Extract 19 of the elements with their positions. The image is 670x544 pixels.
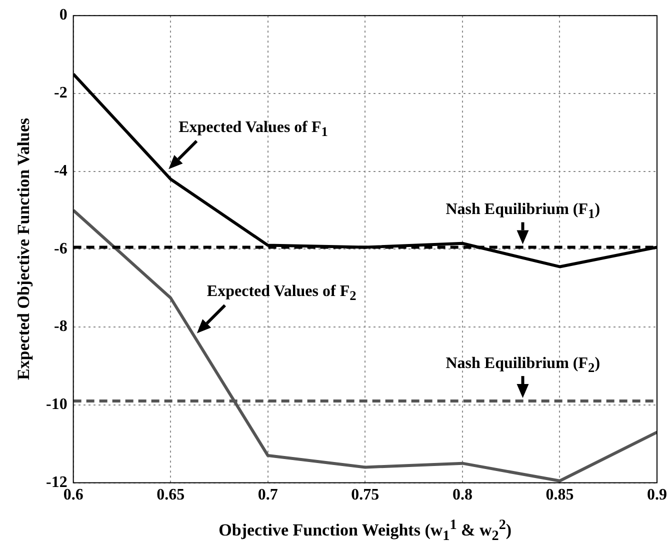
y-tick-label: -6: [54, 240, 68, 258]
y-tick-label: 0: [59, 6, 68, 24]
text: Expected Values of F$_{1}$: [178, 119, 328, 140]
ref-line-label: Nash Equilibrium (F$_{2}$): [446, 355, 600, 376]
x-tick-label: 0.65: [156, 486, 185, 504]
x-tick-label: 0.7: [258, 486, 278, 504]
x-tick-label: 0.75: [351, 486, 380, 504]
series-label: Expected Values of F$_{2}$: [206, 283, 356, 304]
y-tick-label: -2: [54, 84, 68, 102]
y-tick-label: -4: [54, 162, 68, 180]
y-tick-label: -8: [54, 318, 68, 336]
x-tick-label: 0.8: [452, 486, 472, 504]
y-axis-title: Expected Objective Function Values: [14, 118, 34, 380]
x-axis-title: Objective Function Weights (w$_{1}$$^{1}$ & w$_{2}$$^{2}$): [218, 516, 512, 544]
x-tick-label: 0.85: [546, 486, 574, 504]
ref-line-label: Nash Equilibrium (F$_{1}$): [446, 201, 600, 222]
x-tick-label: 0.6: [63, 486, 84, 504]
y-tick-label: -10: [46, 396, 68, 414]
x-tick-label: 0.9: [647, 486, 667, 504]
